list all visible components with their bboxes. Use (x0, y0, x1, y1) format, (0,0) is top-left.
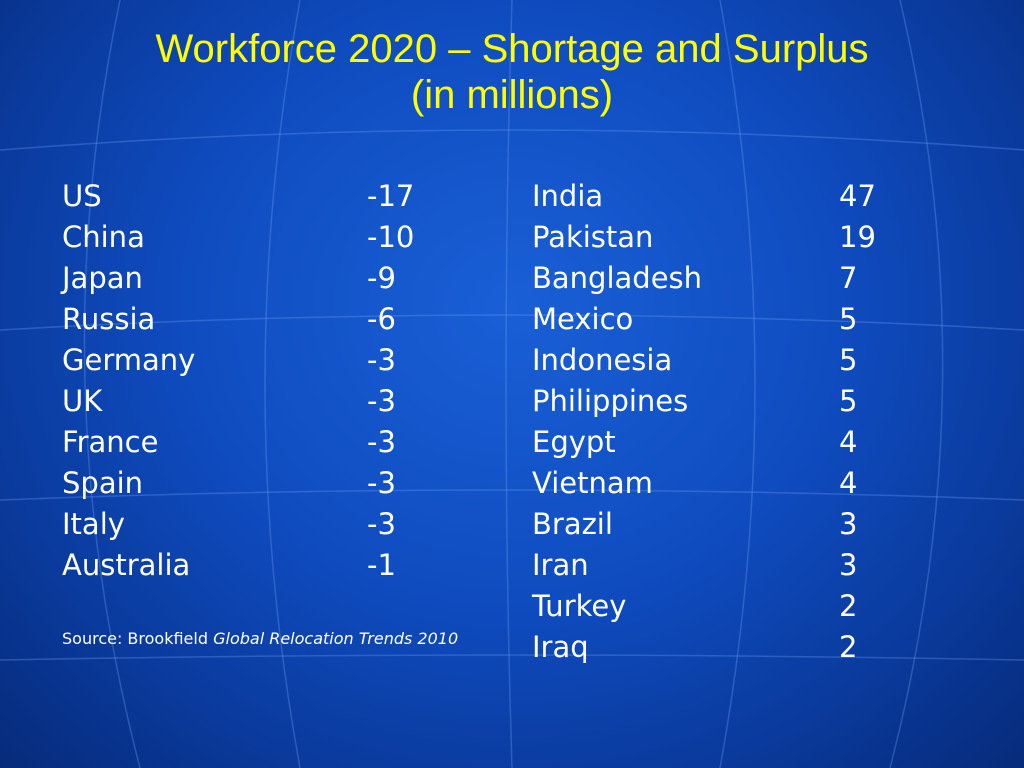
source-prefix: Source: Brookfield (62, 629, 214, 648)
country-name: Turkey (532, 589, 627, 623)
workforce-value: 47 (839, 179, 876, 213)
workforce-value: -3 (367, 384, 396, 418)
workforce-value: -1 (367, 548, 396, 582)
workforce-value: -3 (367, 343, 396, 377)
workforce-value: -9 (367, 261, 396, 295)
source-citation: Source: Brookfield Global Relocation Tre… (62, 629, 500, 649)
country-name: France (62, 425, 159, 459)
country-name: Italy (62, 507, 125, 541)
country-name: Iran (532, 548, 589, 582)
workforce-value: 5 (839, 302, 858, 336)
country-name: Germany (62, 343, 196, 377)
country-name: Egypt (532, 425, 616, 459)
source-title: Global Relocation Trends 2010 (213, 629, 459, 648)
country-name: US (62, 179, 102, 213)
workforce-value: -17 (367, 179, 415, 213)
workforce-value: 3 (839, 548, 858, 582)
country-name: Mexico (532, 302, 634, 336)
workforce-value: 19 (839, 220, 876, 254)
country-name: Pakistan (532, 220, 654, 254)
workforce-value: -3 (367, 466, 396, 500)
title-line-1: Workforce 2020 – Shortage and Surplus (155, 27, 869, 71)
country-name: Bangladesh (532, 261, 703, 295)
workforce-value: 4 (839, 466, 858, 500)
title-line-2: (in millions) (410, 73, 614, 117)
country-name: Brazil (532, 507, 613, 541)
slide-title: Workforce 2020 – Shortage and Surplus (i… (0, 26, 1024, 118)
country-name: UK (62, 384, 103, 418)
country-name: Japan (62, 261, 143, 295)
workforce-value: -6 (367, 302, 396, 336)
workforce-value: 5 (839, 343, 858, 377)
workforce-value: 4 (839, 425, 858, 459)
workforce-value: 2 (839, 630, 858, 664)
workforce-value: 7 (839, 261, 858, 295)
country-name: Russia (62, 302, 156, 336)
workforce-value: 5 (839, 384, 858, 418)
workforce-value: 2 (839, 589, 858, 623)
country-name: Australia (62, 548, 191, 582)
country-name: Iraq (532, 630, 589, 664)
country-name: India (532, 179, 604, 213)
workforce-value: 3 (839, 507, 858, 541)
country-name: Spain (62, 466, 144, 500)
workforce-value: -10 (367, 220, 415, 254)
workforce-value: -3 (367, 425, 396, 459)
country-name: Vietnam (532, 466, 653, 500)
country-name: China (62, 220, 145, 254)
country-name: Philippines (532, 384, 689, 418)
workforce-value: -3 (367, 507, 396, 541)
country-name: Indonesia (532, 343, 673, 377)
